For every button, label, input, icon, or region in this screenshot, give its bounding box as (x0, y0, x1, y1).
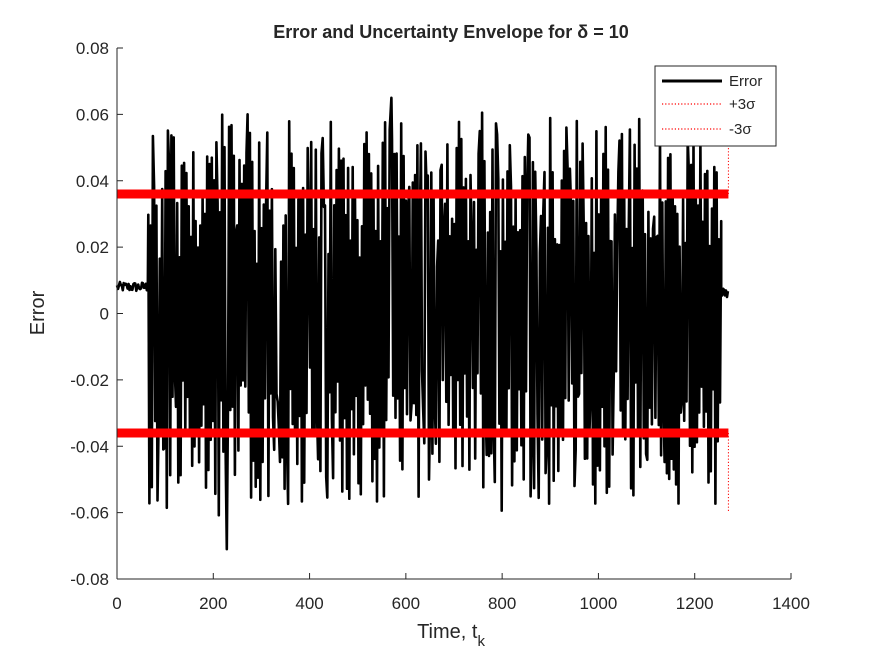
x-tick-label: 0 (112, 594, 121, 613)
x-tick-label: 600 (392, 594, 420, 613)
x-tick-label: 400 (295, 594, 323, 613)
x-axis-label: Time, tk (417, 621, 485, 650)
x-tick-label: 1200 (676, 594, 714, 613)
y-tick-label: -0.02 (70, 371, 109, 390)
legend: Error +3σ -3σ (654, 65, 777, 147)
axes-layer: 0 200 400 600 800 1000 1200 1400 -0.08 -0.06 -0.04… (70, 39, 810, 613)
legend-label-error: Error (729, 73, 762, 90)
y-tick-label: 0.06 (76, 105, 109, 124)
series-layer (115, 96, 730, 551)
x-tick-label: 1400 (772, 594, 810, 613)
legend-label-plus-3-sigma: +3σ (729, 96, 756, 113)
y-tick-label: -0.04 (70, 437, 109, 456)
y-tick-label: 0 (100, 305, 109, 324)
x-axis-label-text: Time, t (417, 621, 478, 643)
legend-label-minus-3-sigma: -3σ (729, 121, 752, 138)
x-tick-label: 200 (199, 594, 227, 613)
y-tick-label: 0.04 (76, 172, 109, 191)
y-axis-label: Error (27, 290, 49, 335)
y-tick-label: 0.08 (76, 39, 109, 58)
y-tick-label: -0.06 (70, 504, 109, 523)
legend-box (654, 65, 777, 147)
x-tick-label: 1000 (580, 594, 618, 613)
y-tick-label: -0.08 (70, 570, 109, 589)
chart-title: Error and Uncertainty Envelope for δ = 1… (273, 22, 629, 42)
y-tick-label: 0.02 (76, 238, 109, 257)
x-axis-label-subscript: k (477, 633, 485, 650)
x-tick-label: 800 (488, 594, 516, 613)
